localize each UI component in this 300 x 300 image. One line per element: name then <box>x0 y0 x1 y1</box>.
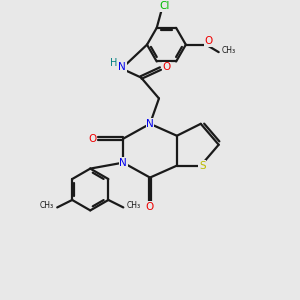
Text: O: O <box>162 62 170 72</box>
Text: O: O <box>146 202 154 212</box>
Text: CH₃: CH₃ <box>40 201 54 210</box>
Text: N: N <box>118 62 126 72</box>
Text: N: N <box>119 158 127 168</box>
Text: O: O <box>204 36 213 46</box>
Text: S: S <box>199 160 206 171</box>
Text: CH₃: CH₃ <box>222 46 236 55</box>
Text: CH₃: CH₃ <box>127 201 141 210</box>
Text: N: N <box>146 119 154 129</box>
Text: H: H <box>110 58 118 68</box>
Text: O: O <box>88 134 97 144</box>
Text: Cl: Cl <box>159 1 169 11</box>
